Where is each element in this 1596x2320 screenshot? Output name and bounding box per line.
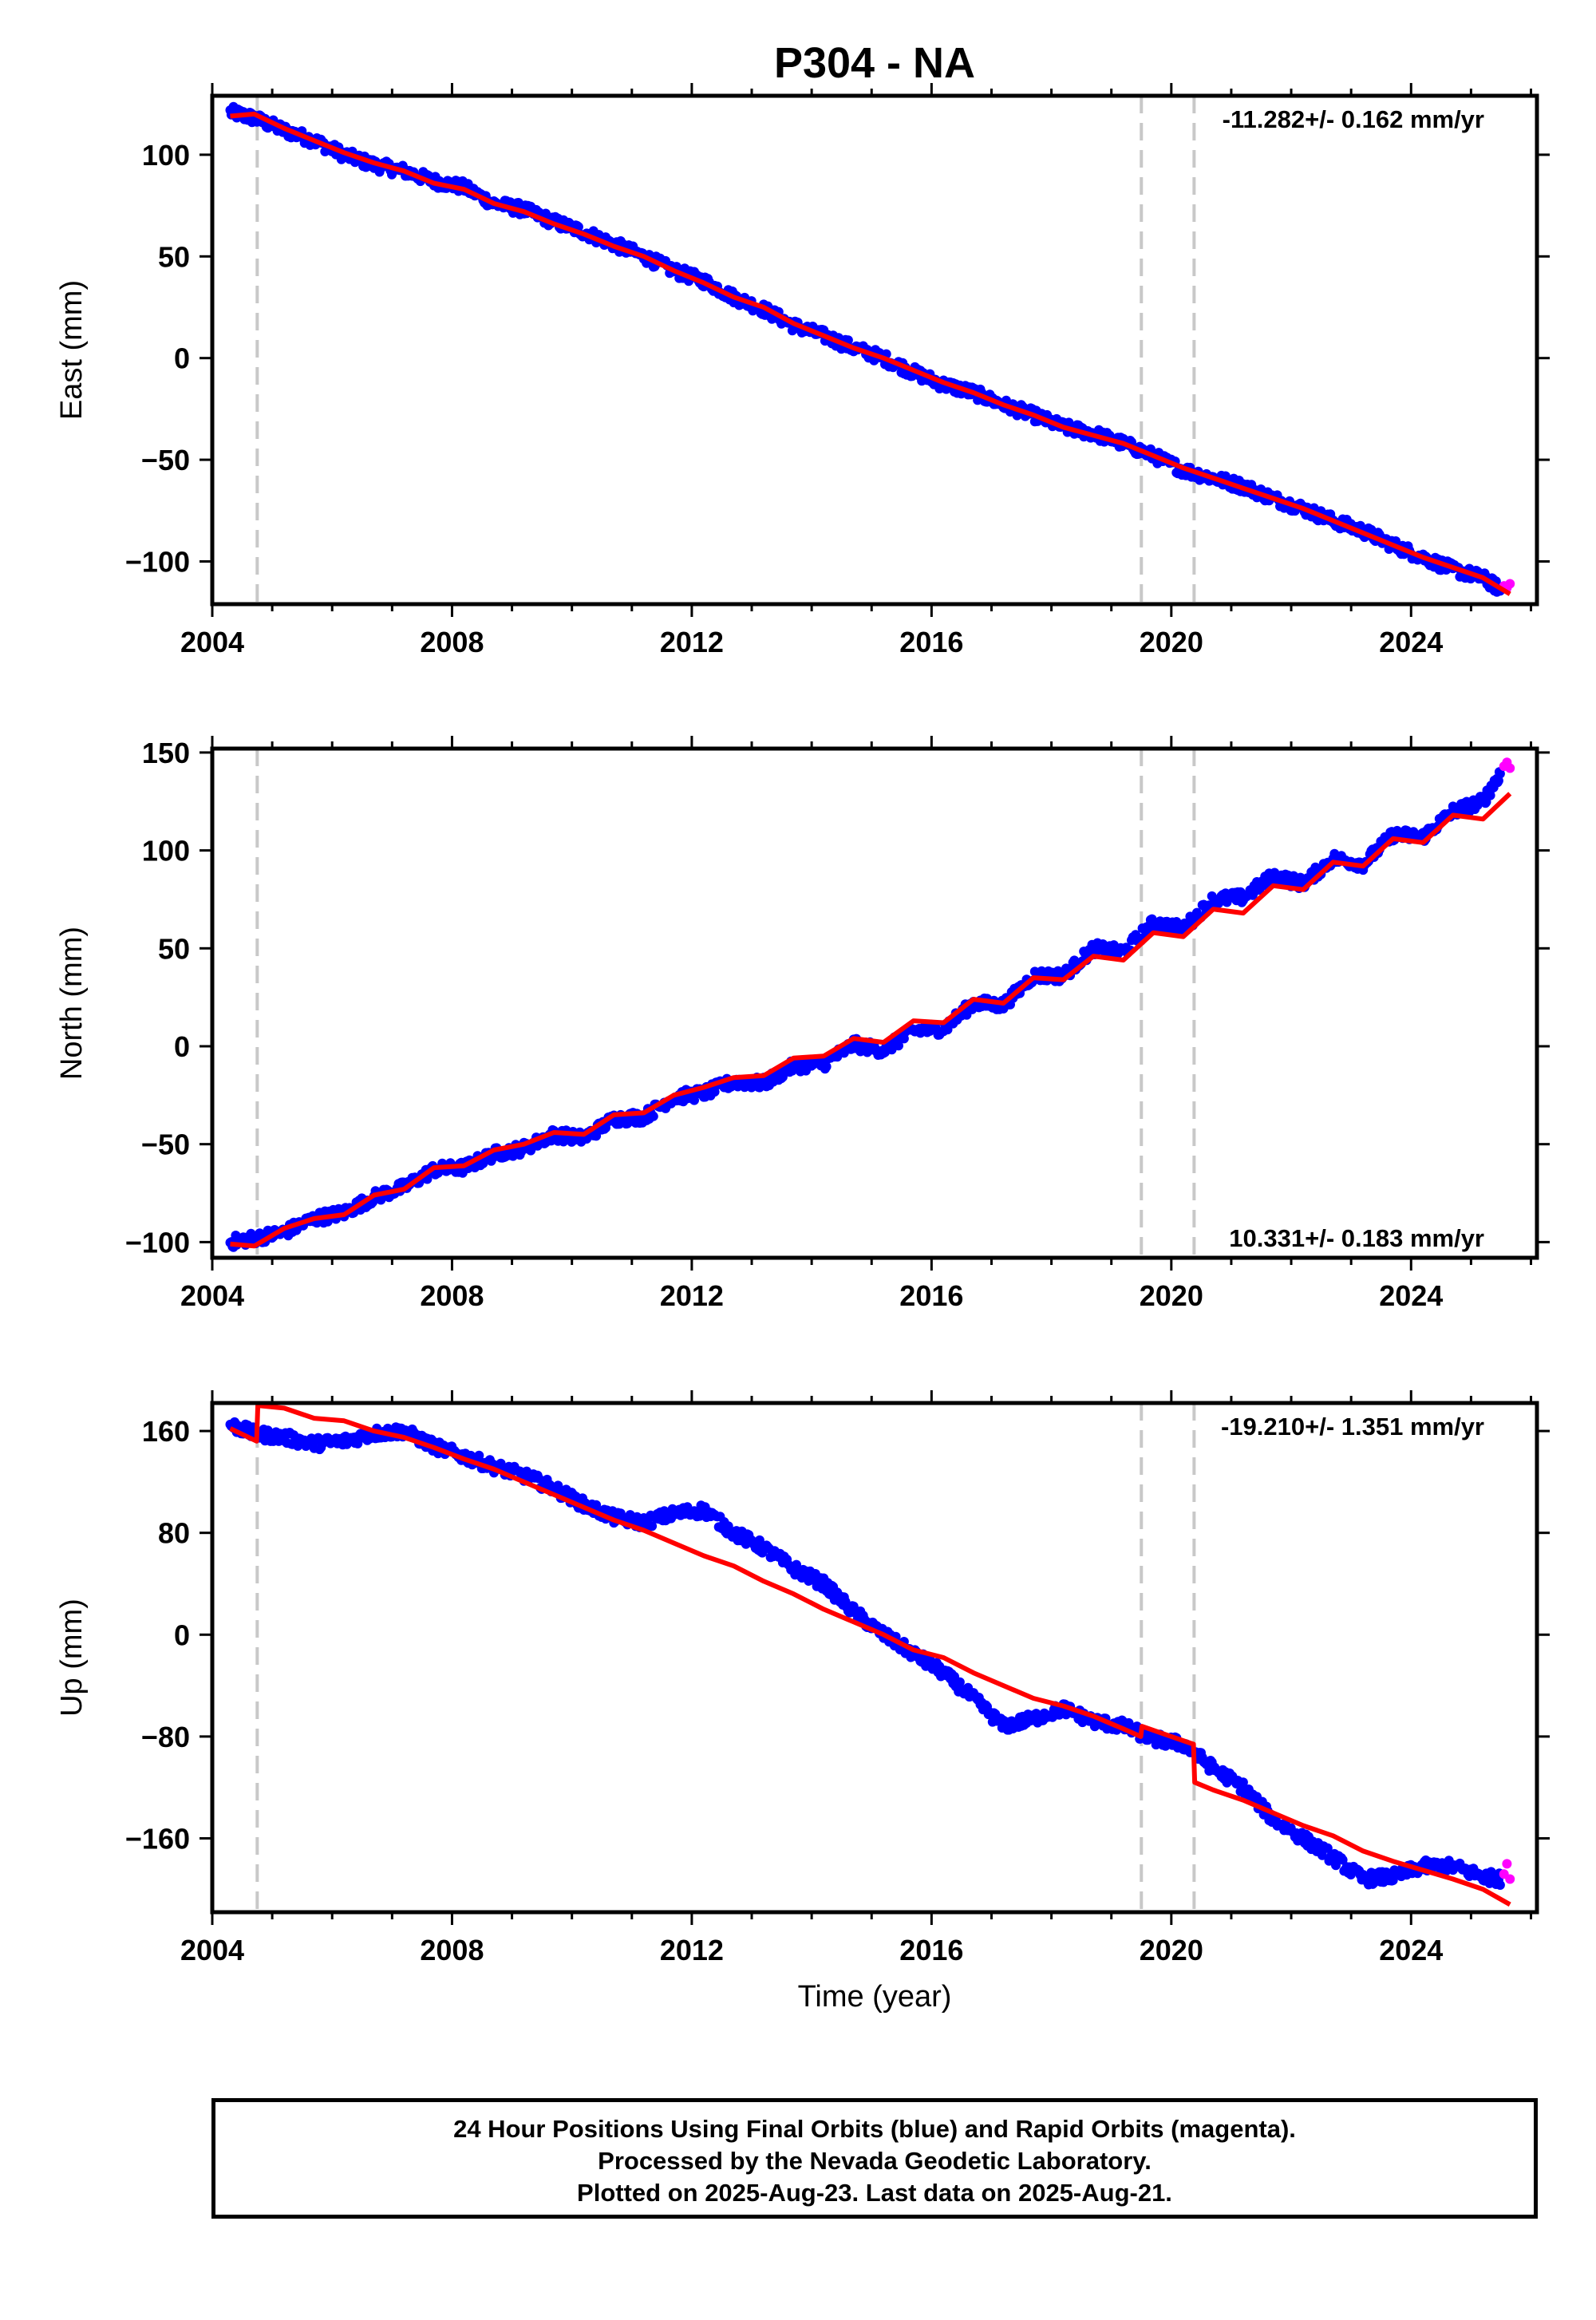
up-rapid-point-1 [1502,1859,1512,1869]
up-ylabel: Up (mm) [55,1599,89,1717]
north-xtick-label-3: 2016 [899,1279,963,1312]
east-ytick-label-4: −100 [125,545,190,578]
east-rapid-point-2 [1505,579,1515,589]
north-xtick-label-5: 2024 [1379,1279,1443,1312]
up-final-point-684 [1151,1740,1161,1750]
up-final-point-540 [954,1677,965,1687]
up-frame [210,1401,1539,1915]
north-model-line [230,792,1512,1249]
up-ytick-label-3: −80 [141,1721,190,1753]
north-ytick-label-2: 50 [158,932,190,965]
up-final-point-806 [1317,1850,1327,1860]
north-ytick-label-3: 0 [174,1030,190,1063]
east-ytick-label-1: 50 [158,240,190,273]
up-xtick-label-4: 2020 [1140,1934,1203,1966]
north-xtick-label-2: 2012 [660,1279,724,1312]
up-ytick-label-0: 160 [142,1415,190,1448]
up-final-point-314 [647,1521,658,1532]
footer-line-2: Processed by the Nevada Geodetic Laborat… [598,2147,1152,2175]
east-velocity-label: -11.282+/- 0.162 mm/yr [1223,105,1484,133]
east-ylabel: East (mm) [55,280,89,420]
north-final-point-442 [821,1061,832,1072]
footer-line-1: 24 Hour Positions Using Final Orbits (bl… [453,2115,1296,2143]
east-xtick-label-2: 2012 [660,626,724,658]
north-ytick-label-1: 100 [142,835,190,868]
north-xtick-label-4: 2020 [1140,1279,1203,1312]
up-velocity-label: -19.210+/- 1.351 mm/yr [1221,1413,1484,1441]
north-final-point-945 [1495,769,1505,779]
east-ytick-label-3: −50 [141,444,190,476]
up-xtick-label-0: 2004 [180,1934,244,1966]
north-ytick-label-0: 150 [142,737,190,769]
north-final-point-495 [894,1041,903,1051]
east-xtick-label-4: 2020 [1140,626,1203,658]
up-final-point-945 [1495,1880,1505,1890]
up-final-point-821 [1337,1855,1348,1865]
east-model-line [230,111,1511,596]
up-ytick-label-1: 80 [158,1517,190,1550]
north-velocity-label: 10.331+/- 0.183 mm/yr [1229,1224,1484,1252]
up-rapid-point-2 [1505,1874,1515,1884]
up-final-point-858 [1388,1875,1398,1885]
east-xtick-label-5: 2024 [1379,626,1443,658]
north-xtick-label-0: 2004 [180,1279,244,1312]
up-final-point-748 [1238,1777,1248,1788]
east-ytick-label-2: 0 [174,342,190,375]
east-xtick-label-1: 2008 [420,626,484,658]
figure-title: P304 - NA [774,39,975,87]
up-ytick-label-4: −160 [125,1822,190,1855]
north-xtick-label-1: 2008 [420,1279,484,1312]
x-axis-label: Time (year) [798,1980,952,2014]
north-ytick-label-4: −50 [141,1128,190,1161]
up-xtick-label-5: 2024 [1379,1934,1443,1966]
up-xtick-label-2: 2012 [660,1934,724,1966]
east-ytick-label-0: 100 [142,139,190,172]
up-model-line [229,1403,1511,1907]
north-frame [210,746,1539,1260]
up-final-point-613 [1054,1709,1065,1720]
footer-line-3: Plotted on 2025-Aug-23. Last data on 202… [577,2179,1172,2207]
east-xtick-label-3: 2016 [899,626,963,658]
up-xtick-label-1: 2008 [420,1934,484,1966]
east-final-point-834 [1355,520,1365,531]
east-frame [210,93,1539,607]
up-ytick-label-2: 0 [174,1618,190,1651]
up-final-point-370 [723,1521,733,1532]
north-final-point-273 [591,1131,602,1141]
north-ytick-label-5: −100 [125,1226,190,1259]
north-ylabel: North (mm) [55,927,89,1080]
north-rapid-point-2 [1505,763,1515,773]
up-xtick-label-3: 2016 [899,1934,963,1966]
up-final-point-273 [591,1500,602,1510]
east-xtick-label-0: 2004 [180,626,244,658]
north-final-point-360 [709,1087,720,1097]
north-final-point-315 [648,1111,658,1121]
footer-box: 24 Hour Positions Using Final Orbits (bl… [211,2098,1538,2219]
